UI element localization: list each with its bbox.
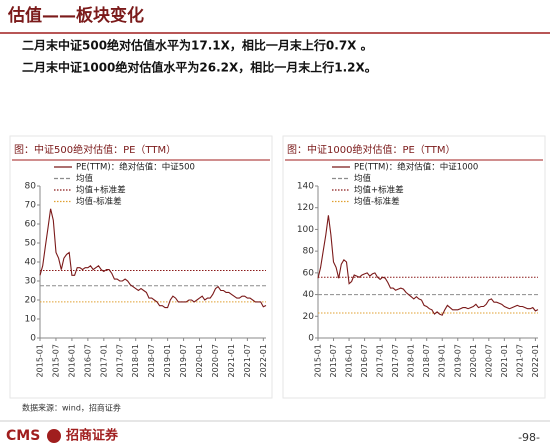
y-tick-label: 140: [297, 182, 314, 192]
y-tick-label: 60: [25, 220, 37, 230]
x-tick-label: 2019-01: [438, 344, 447, 377]
logo-icon: [47, 429, 61, 443]
legend-label: PE(TTM)：绝对估值：中证500: [76, 162, 195, 173]
x-tick-label: 2016-07: [360, 344, 369, 377]
x-tick-label: 2017-07: [115, 344, 124, 377]
bullet: 二月末中证500绝对估值水平为17.1X，相比一月末上行0.7X 。: [22, 38, 373, 53]
y-tick-label: 30: [25, 277, 37, 287]
legend-label: 均值-标准差: [354, 196, 400, 207]
y-tick-label: 10: [25, 315, 37, 325]
data-line: [317, 215, 539, 316]
company: 招商证券: [66, 428, 119, 444]
y-tick-label: 40: [25, 258, 37, 268]
x-tick-label: 2020-01: [195, 344, 204, 377]
x-tick-label: 2017-01: [99, 344, 108, 377]
bullet: 二月末中证1000绝对估值水平为26.2X，相比一月末上行1.2X。: [22, 60, 377, 75]
x-tick-label: 2018-01: [407, 344, 416, 377]
x-tick-label: 2017-07: [391, 344, 400, 377]
x-tick-label: 2022-01: [259, 344, 268, 377]
y-tick-label: 100: [297, 225, 314, 235]
panel: [9, 135, 273, 399]
x-tick-label: 2015-01: [36, 344, 45, 377]
x-tick-label: 2015-07: [51, 344, 60, 377]
chart-title: 图：中证1000绝对估值：PE（TTM）: [287, 143, 455, 156]
y-tick-label: 60: [303, 268, 315, 278]
legend-label: 均值: [354, 173, 372, 184]
y-tick-label: 40: [303, 290, 315, 300]
y-tick-label: 20: [25, 296, 37, 306]
x-tick-label: 2016-01: [345, 344, 354, 377]
x-tick-label: 2022-01: [531, 344, 540, 377]
y-tick-label: 0: [30, 334, 36, 344]
logo: CMS: [6, 428, 40, 444]
source: 数据来源：wind，招商证券: [22, 403, 121, 413]
chart-title: 图：中证500绝对估值：PE（TTM）: [14, 143, 176, 156]
x-tick-label: 2020-07: [484, 344, 493, 377]
page-number: -98-: [518, 431, 540, 444]
x-tick-label: 2019-01: [163, 344, 172, 377]
x-tick-label: 2018-01: [131, 344, 140, 377]
legend-label: 均值+标准差: [354, 185, 404, 196]
panel: [282, 135, 546, 399]
legend-label: 均值: [76, 173, 94, 184]
x-tick-label: 2016-01: [67, 344, 76, 377]
x-tick-label: 2020-01: [469, 344, 478, 377]
legend-label: PE(TTM)：绝对估值：中证1000: [354, 162, 478, 173]
x-tick-label: 2019-07: [179, 344, 188, 377]
y-tick-label: 120: [297, 203, 314, 213]
y-tick-label: 80: [25, 182, 37, 192]
legend-label: 均值+标准差: [76, 185, 126, 196]
y-tick-label: 0: [308, 334, 314, 344]
y-tick-label: 70: [25, 201, 37, 211]
x-tick-label: 2021-07: [243, 344, 252, 377]
x-tick-label: 2021-01: [500, 344, 509, 377]
x-tick-label: 2020-07: [211, 344, 220, 377]
x-tick-label: 2021-07: [515, 344, 524, 377]
x-tick-label: 2018-07: [422, 344, 431, 377]
slide-title: 估值——板块变化: [7, 5, 144, 26]
x-tick-label: 2015-07: [329, 344, 338, 377]
x-tick-label: 2017-01: [376, 344, 385, 377]
y-tick-label: 80: [303, 247, 315, 257]
x-tick-label: 2018-07: [147, 344, 156, 377]
x-tick-label: 2015-01: [314, 344, 323, 377]
y-tick-label: 20: [303, 312, 315, 322]
x-tick-label: 2019-07: [453, 344, 462, 377]
y-tick-label: 50: [25, 239, 37, 249]
data-line: [39, 208, 267, 309]
x-tick-label: 2016-07: [83, 344, 92, 377]
legend-label: 均值-标准差: [76, 196, 122, 207]
x-tick-label: 2021-01: [227, 344, 236, 377]
